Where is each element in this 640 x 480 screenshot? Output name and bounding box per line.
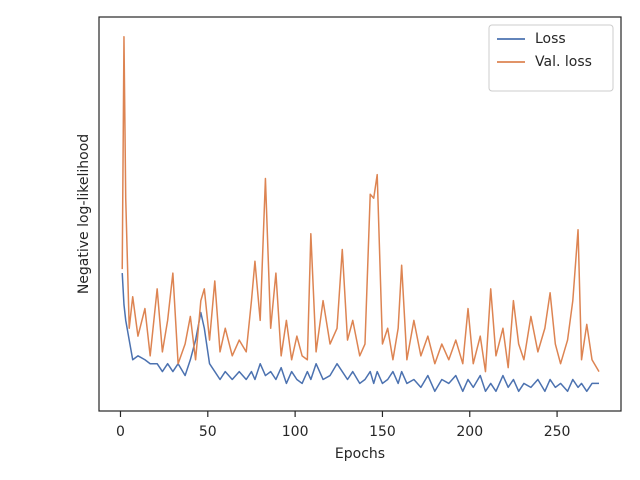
legend-box — [488, 24, 614, 92]
x-tick-label: 150 — [369, 424, 396, 440]
legend-label: Val. loss — [535, 54, 592, 70]
x-tick-label: 200 — [456, 424, 483, 440]
x-tick-label: 0 — [116, 424, 125, 440]
legend-label: Loss — [535, 31, 566, 47]
x-tick-label: 50 — [199, 424, 217, 440]
x-axis-label: Epochs — [335, 446, 385, 462]
series-line — [121, 35, 600, 373]
plot-frame — [98, 16, 622, 412]
x-tick-label: 250 — [544, 424, 571, 440]
y-axis-label: Negative log-likelihood — [76, 134, 92, 294]
x-tick-label: 100 — [282, 424, 309, 440]
series-line — [121, 273, 599, 393]
